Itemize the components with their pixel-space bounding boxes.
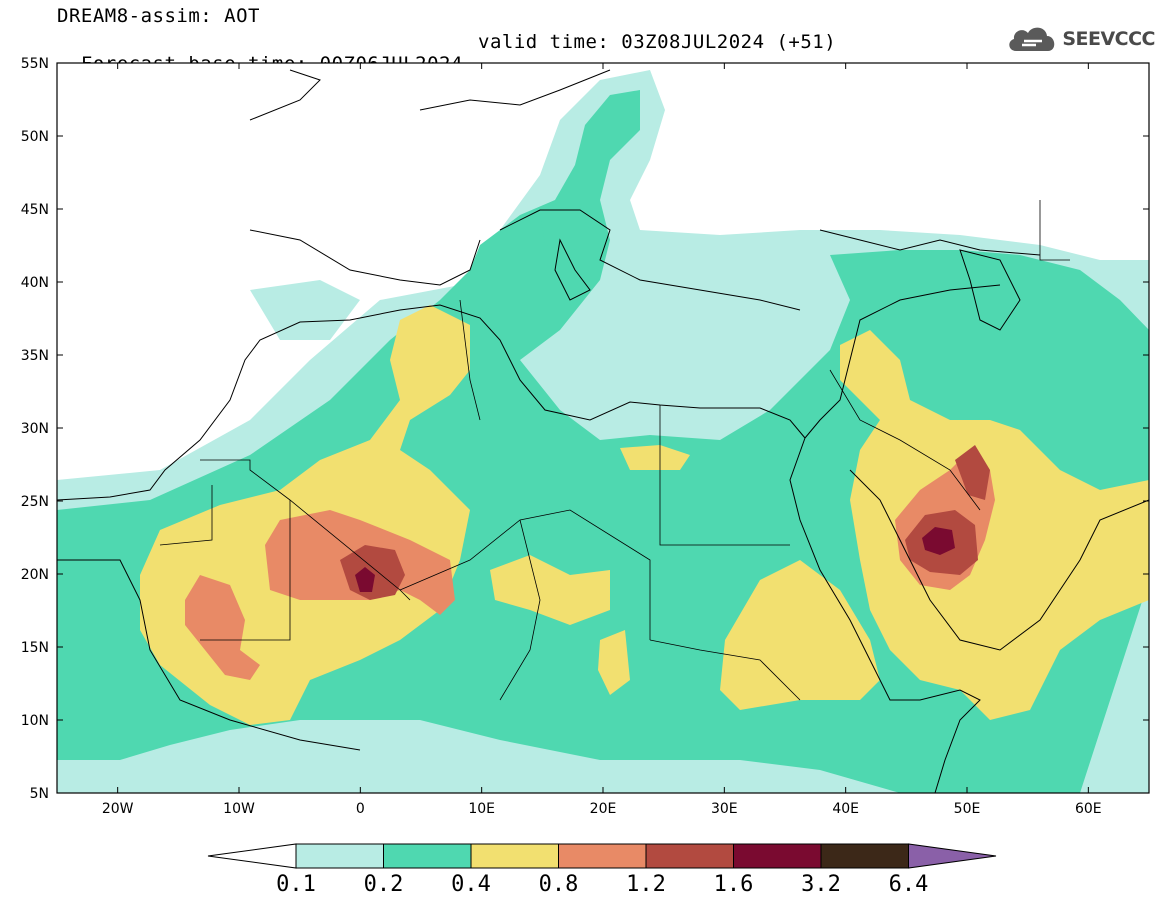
longitude-axis: 20W 10W 0 10E 20E 30E 40E 50E 60E: [102, 63, 1102, 817]
lat-label: 45N: [21, 202, 49, 218]
lat-label: 35N: [21, 348, 49, 364]
colorbar-label: 0.1: [276, 872, 316, 897]
aot-contour-0.4: [840, 330, 1149, 720]
colorbar-swatch: [558, 843, 647, 869]
lon-label: 20E: [590, 801, 617, 817]
lon-label: 20W: [102, 801, 134, 817]
lat-label: 20N: [21, 567, 49, 583]
colorbar-label: 3.2: [801, 872, 841, 897]
colorbar-label: 0.2: [364, 872, 404, 897]
colorbar-swatch: [383, 843, 472, 869]
aot-contour-0.4: [598, 630, 630, 695]
lon-label: 30E: [711, 801, 738, 817]
lat-label: 30N: [21, 421, 49, 437]
lat-label: 25N: [21, 494, 49, 510]
aot-contour-1.6: [922, 527, 955, 555]
lat-label: 10N: [21, 713, 49, 729]
colorbar-label: 1.2: [626, 872, 666, 897]
lat-label: 5N: [30, 786, 49, 802]
aot-contour-0.4: [490, 555, 610, 625]
lon-label: 40E: [832, 801, 859, 817]
valid-time: valid time: 03Z08JUL2024 (+51): [478, 31, 837, 53]
lat-label: 50N: [21, 129, 49, 145]
country-borders: [159, 200, 1070, 701]
colorbar-swatch: [470, 843, 559, 869]
logo-text: SEEVCCC: [1062, 28, 1155, 50]
colorbar-label: 0.4: [451, 872, 491, 897]
lon-label: 50E: [954, 801, 981, 817]
aot-contour-0.8: [185, 575, 260, 680]
colorbar-swatch: [820, 843, 909, 869]
aot-contour-1.2: [340, 545, 405, 600]
map-title: DREAM8-assim: AOT: [57, 5, 260, 27]
lon-label: 10E: [468, 801, 495, 817]
aot-contour-0.4: [620, 445, 690, 470]
lat-label: 40N: [21, 275, 49, 291]
cloud-logo-icon: [1009, 27, 1055, 51]
aot-field: [57, 63, 1149, 793]
lon-label: 10W: [223, 801, 255, 817]
lon-label: 60E: [1075, 801, 1102, 817]
lat-label: 55N: [21, 56, 49, 72]
colorbar-swatch: [645, 843, 734, 869]
lon-label: 0: [356, 801, 365, 817]
aot-contour-1.2: [955, 445, 990, 500]
latitude-axis: 55N 50N 45N 40N 35N 30N 25N 20N 15N 10N 5N: [21, 56, 1149, 802]
colorbar-low-arrow: [207, 843, 297, 869]
seevccc-logo: SEEVCCC: [1006, 20, 1155, 58]
colorbar-label: 1.6: [714, 872, 754, 897]
aot-contour-0.4: [720, 560, 880, 710]
aot-contour-0.2: [540, 205, 590, 250]
colorbar: 0.1 0.2 0.4 0.8 1.2 1.6 3.2 6.4: [207, 843, 997, 897]
colorbar-label: 0.8: [539, 872, 579, 897]
coastlines: [57, 69, 1149, 793]
colorbar-high-arrow: [908, 843, 997, 869]
colorbar-swatch: [295, 843, 384, 869]
aot-contour-1.6: [355, 567, 375, 592]
aot-contour-0.1: [250, 280, 360, 340]
colorbar-swatch: [733, 843, 822, 869]
colorbar-label: 6.4: [889, 872, 929, 897]
lat-label: 15N: [21, 640, 49, 656]
